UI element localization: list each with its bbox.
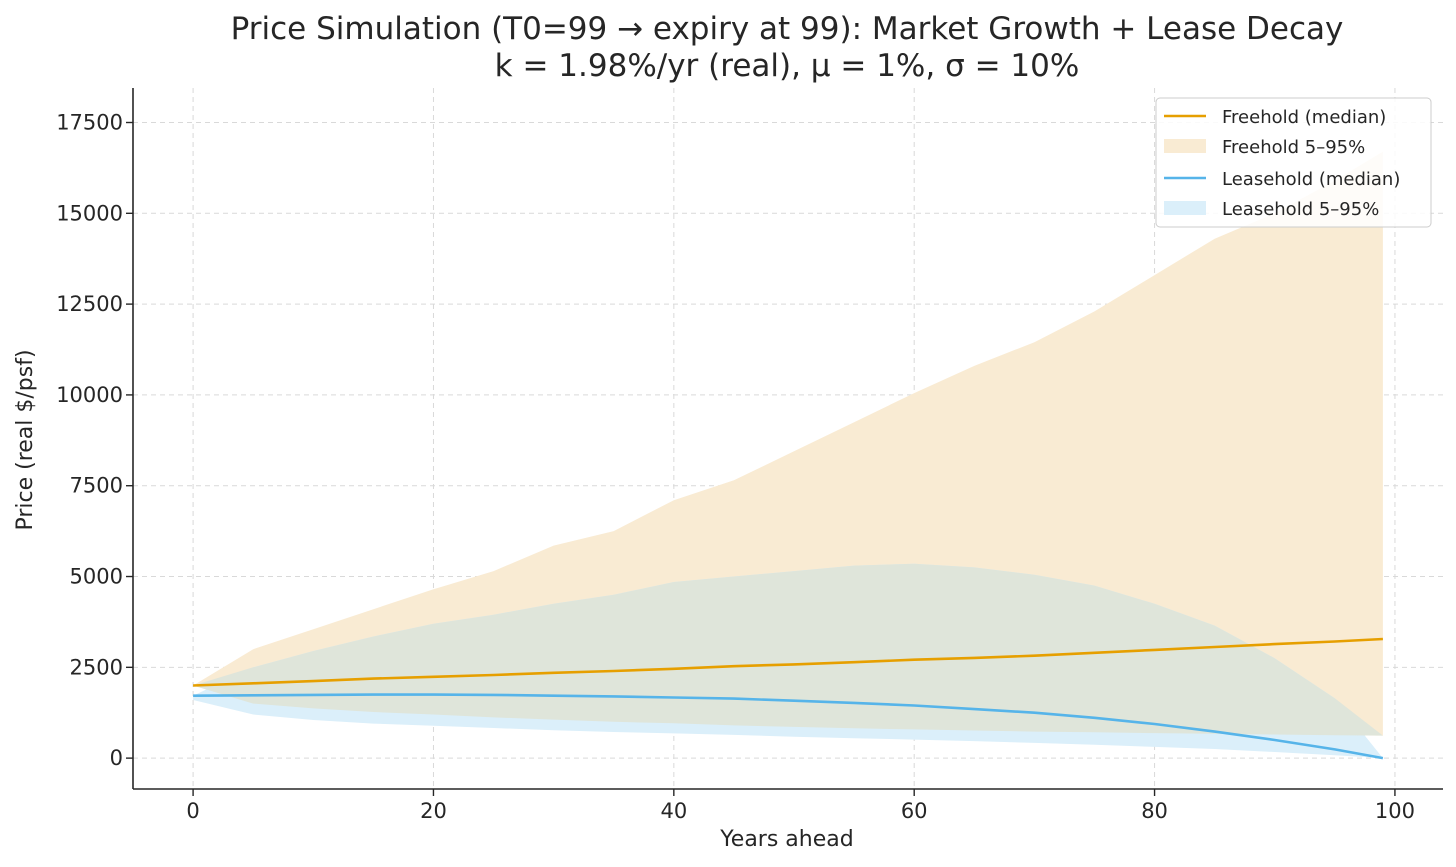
legend-swatch-leasehold-band [1164,201,1206,215]
legend-label-leasehold-band: Leasehold 5–95% [1222,199,1379,220]
chart-title-line-2: k = 1.98%/yr (real), μ = 1%, σ = 10% [495,48,1080,84]
legend: Freehold (median) Freehold 5–95% Leaseho… [1155,97,1432,228]
y-tick-label: 17500 [56,111,123,135]
x-axis-label: Years ahead [719,827,853,852]
band-overlap-area [193,563,1383,736]
legend-swatch-freehold-band [1164,139,1206,153]
median-lines [193,637,1384,760]
x-tick-label: 20 [420,799,447,823]
y-axis-label: Price (real $/psf) [13,349,38,530]
freehold-median-line [193,637,1383,687]
legend-label-leasehold-median: Leasehold (median) [1222,169,1400,190]
y-tick-label: 0 [110,746,123,770]
x-tick-label: 40 [660,799,687,823]
chart-title-line-1: Price Simulation (T0=99 → expiry at 99):… [231,11,1344,47]
x-tick-label: 100 [1375,799,1415,823]
leasehold-median-line [193,693,1384,760]
y-tick-label: 5000 [70,565,123,589]
y-tick-label: 10000 [56,383,123,407]
axis-ticks: 0 20 40 60 80 100 0 2500 5000 7500 10000 12500 15000… [56,111,1415,823]
x-tick-label: 0 [186,799,199,823]
legend-label-freehold-median: Freehold (median) [1222,107,1386,128]
y-tick-label: 15000 [56,201,123,225]
legend-label-freehold-band: Freehold 5–95% [1222,137,1365,158]
x-tick-label: 60 [901,799,928,823]
x-tick-label: 80 [1141,799,1168,823]
y-tick-label: 7500 [70,474,123,498]
y-tick-label: 2500 [70,655,123,679]
legend-frame [1155,97,1432,228]
y-tick-label: 12500 [56,292,123,316]
confidence-bands [193,151,1383,759]
